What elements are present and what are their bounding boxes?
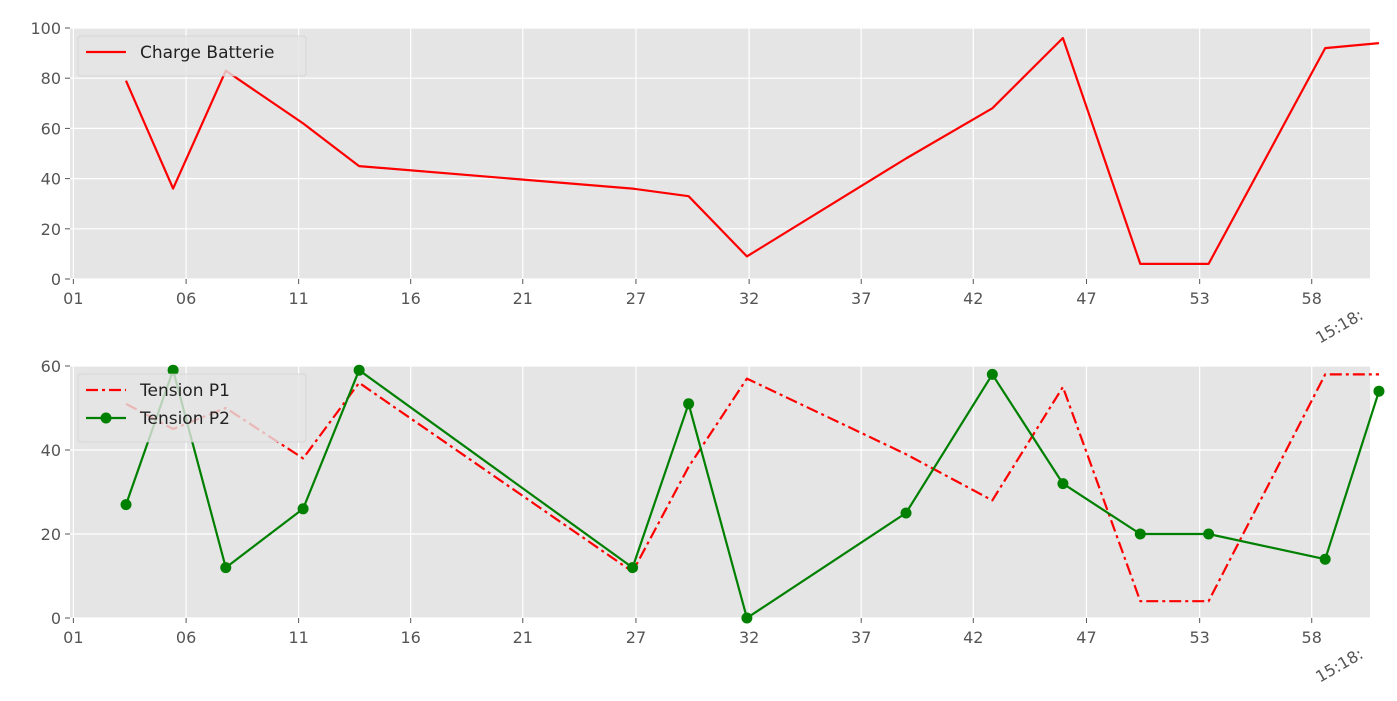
data-point [1057, 478, 1069, 490]
x-tick-label: 32 [739, 628, 759, 647]
x-tick-label: 42 [963, 628, 983, 647]
data-point [1319, 553, 1331, 565]
x-tick-label: 11 [288, 289, 308, 308]
x-tick-label: 06 [176, 289, 196, 308]
x-tick-label: 37 [851, 289, 871, 308]
x-tick-label: 42 [963, 289, 983, 308]
y-tick-label: 80 [41, 69, 61, 88]
data-point [1373, 385, 1385, 397]
x-tick-label: 21 [513, 289, 533, 308]
x-offset-label: 15:18: [1312, 644, 1366, 686]
x-tick-label: 27 [626, 628, 646, 647]
y-tick-label: 60 [41, 357, 61, 376]
data-point [1134, 528, 1146, 540]
x-tick-label: 58 [1302, 628, 1322, 647]
y-tick-label: 20 [41, 220, 61, 239]
chart-1: 0 20 40 60 80 100 01 06 11 16 21 27 32 37 42 47 53 5815:1… [30, 19, 1380, 347]
data-point [353, 364, 365, 376]
data-point [120, 499, 132, 511]
x-tick-label: 01 [63, 289, 83, 308]
x-tick-label: 47 [1076, 289, 1096, 308]
legend-label: Tension P2 [139, 409, 230, 429]
x-tick-label: 37 [851, 628, 871, 647]
x-tick-label: 16 [401, 289, 421, 308]
legend-label: Tension P1 [139, 381, 230, 401]
legend-label: Charge Batterie [140, 43, 274, 63]
data-point [986, 368, 998, 380]
x-tick-label: 47 [1076, 628, 1096, 647]
x-offset-label: 15:18: [1312, 305, 1366, 347]
x-tick-label: 21 [513, 628, 533, 647]
x-tick-label: 01 [63, 628, 83, 647]
x-tick-label: 16 [401, 628, 421, 647]
x-tick-label: 32 [739, 289, 759, 308]
data-point [627, 562, 639, 574]
legend-marker [100, 412, 112, 424]
series-line-1-1 [124, 36, 1380, 265]
data-point [220, 562, 232, 574]
y-tick-label: 60 [41, 119, 61, 138]
legend: Tension P1 Tension P2 [77, 373, 307, 443]
legend: Charge Batterie [77, 35, 307, 77]
y-tick-label: 0 [51, 270, 61, 289]
data-point [741, 612, 753, 624]
x-tick-label: 53 [1189, 628, 1209, 647]
x-tick-label: 58 [1302, 289, 1322, 308]
data-point [297, 503, 309, 515]
legend-box [77, 35, 307, 77]
data-point [167, 364, 179, 376]
x-tick-label: 11 [288, 628, 308, 647]
x-tick-label: 53 [1189, 289, 1209, 308]
y-tick-label: 100 [30, 19, 61, 38]
legend-box [77, 373, 307, 443]
x-tick-label: 06 [176, 628, 196, 647]
y-tick-label: 20 [41, 525, 61, 544]
x-tick-label: 27 [626, 289, 646, 308]
data-point [1203, 528, 1215, 540]
y-tick-label: 40 [41, 170, 61, 189]
y-tick-label: 40 [41, 441, 61, 460]
data-point [900, 507, 912, 519]
data-point [683, 398, 695, 410]
y-tick-label: 0 [51, 609, 61, 628]
